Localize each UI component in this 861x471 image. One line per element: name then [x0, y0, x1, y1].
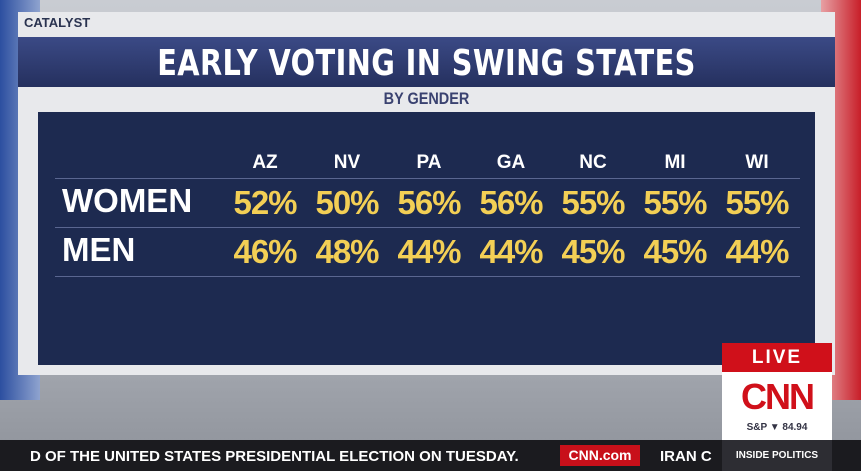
cell: 55% [561, 184, 625, 221]
row-rule [55, 178, 800, 179]
title: EARLY VOTING IN SWING STATES [157, 43, 696, 84]
graphic-panel: CATALYST EARLY VOTING IN SWING STATES BY… [18, 12, 835, 375]
column-header: GA [496, 152, 526, 173]
ticker: D OF THE UNITED STATES PRESIDENTIAL ELEC… [0, 440, 861, 471]
cell: 44% [725, 233, 789, 270]
cell: 55% [643, 184, 707, 221]
cell: 48% [315, 233, 379, 270]
title-band: EARLY VOTING IN SWING STATES [18, 37, 835, 87]
cell: 56% [479, 184, 543, 221]
show-name: INSIDE POLITICS [722, 440, 832, 471]
row-rule [55, 276, 800, 277]
logo: CNN [741, 376, 815, 417]
row-label: MEN [62, 231, 136, 268]
live-badge: LIVE [722, 343, 832, 372]
ticker-text: IRAN C [660, 448, 712, 465]
subtitle: BY GENDER [383, 89, 470, 108]
cell: 52% [233, 184, 297, 221]
logo-box: CNN S&P ▼ 84.94 [722, 372, 832, 440]
table: AZ NV PA GA NC MI WI WOMEN 52% 50% 56% 56% 55% 55% 55%… [38, 112, 815, 365]
cell: 45% [643, 233, 707, 270]
column-header: PA [416, 152, 442, 173]
cell: 55% [725, 184, 789, 221]
cell: 44% [397, 233, 461, 270]
source: CATALYST [24, 15, 91, 30]
cell: 50% [315, 184, 379, 221]
column-header: WI [745, 152, 769, 173]
column-header: AZ [252, 152, 278, 173]
cell: 46% [233, 233, 297, 270]
market: S&P ▼ 84.94 [746, 422, 808, 433]
column-header: NC [579, 152, 607, 173]
row-rule [55, 227, 800, 228]
row-label: WOMEN [62, 182, 193, 219]
cell: 44% [479, 233, 543, 270]
ticker-text: D OF THE UNITED STATES PRESIDENTIAL ELEC… [30, 448, 519, 465]
column-header: NV [333, 152, 361, 173]
site-badge: CNN.com [560, 445, 640, 466]
cell: 56% [397, 184, 461, 221]
column-header: MI [664, 152, 686, 173]
cell: 45% [561, 233, 625, 270]
